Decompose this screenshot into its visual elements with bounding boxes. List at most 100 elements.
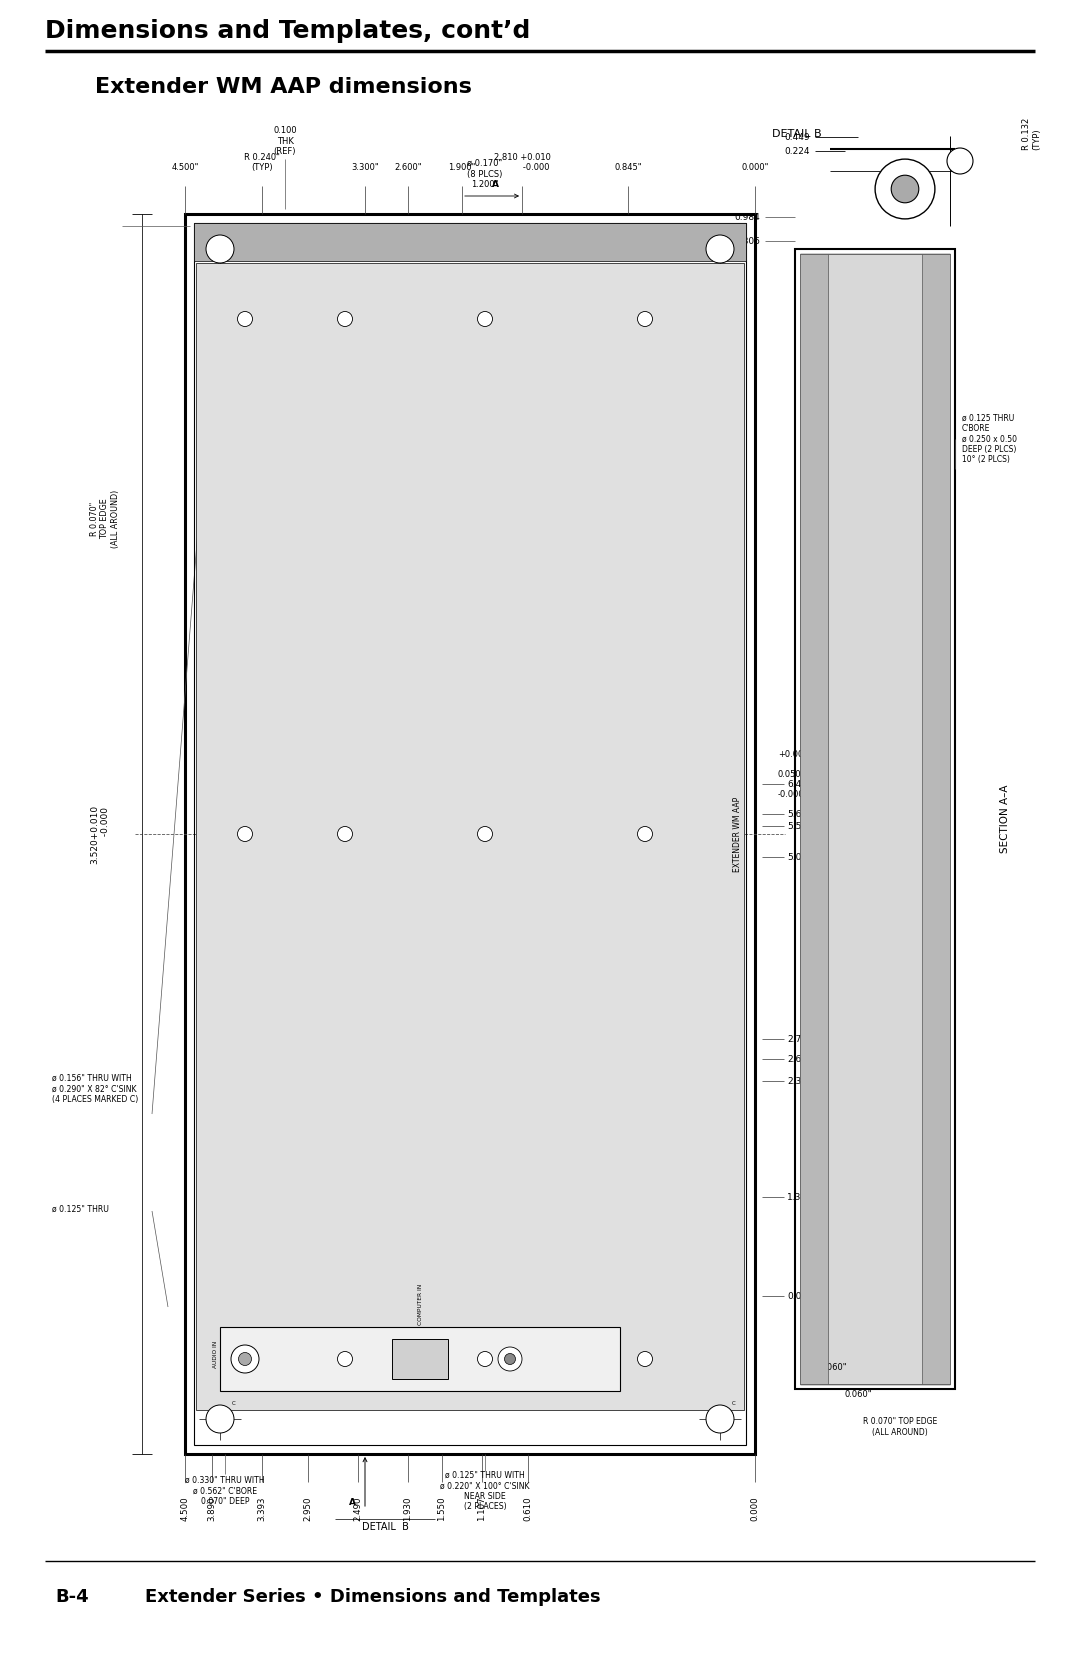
- Bar: [795, 249, 955, 1389]
- Text: R 0.070" TOP EDGE
(ALL AROUND): R 0.070" TOP EDGE (ALL AROUND): [863, 1417, 937, 1437]
- Circle shape: [477, 1352, 492, 1367]
- Text: 5.650: 5.650: [787, 809, 813, 818]
- Text: EXTENDER WM AAP: EXTENDER WM AAP: [733, 796, 743, 871]
- Circle shape: [238, 1352, 253, 1367]
- Text: C: C: [717, 1415, 724, 1424]
- Circle shape: [337, 312, 352, 327]
- Text: 2.490: 2.490: [353, 1495, 363, 1520]
- Text: 0.984: 0.984: [734, 212, 760, 222]
- Circle shape: [707, 235, 733, 262]
- Text: 3.300": 3.300": [351, 164, 379, 172]
- Text: 5.520: 5.520: [787, 821, 813, 831]
- Text: +: +: [449, 1352, 461, 1365]
- Text: C: C: [232, 1400, 235, 1405]
- Text: 2.390: 2.390: [787, 1077, 813, 1085]
- Text: Extender WM AAP dimensions: Extender WM AAP dimensions: [95, 77, 472, 97]
- Text: 0.806: 0.806: [734, 237, 760, 245]
- Text: 5.013: 5.013: [787, 853, 813, 861]
- Text: 2.780: 2.780: [787, 1035, 813, 1043]
- Text: 0.000: 0.000: [751, 1495, 759, 1520]
- Circle shape: [477, 312, 492, 327]
- Text: R 0.070"
TOP EDGE
(ALL AROUND): R 0.070" TOP EDGE (ALL AROUND): [90, 491, 120, 547]
- Text: 1.550: 1.550: [437, 1495, 446, 1520]
- Bar: [922, 254, 950, 1384]
- Circle shape: [637, 1352, 652, 1367]
- Circle shape: [206, 1405, 234, 1434]
- Text: B-4: B-4: [55, 1587, 89, 1606]
- Circle shape: [706, 1405, 734, 1434]
- Text: 0.610: 0.610: [524, 1495, 532, 1520]
- Text: R 0.240"
(TYP): R 0.240" (TYP): [244, 152, 280, 172]
- Circle shape: [504, 1354, 515, 1365]
- Text: 0.449: 0.449: [784, 132, 810, 142]
- Text: 1.388: 1.388: [787, 1192, 813, 1202]
- Bar: [800, 254, 950, 1384]
- Bar: [195, 264, 744, 1410]
- Circle shape: [238, 826, 253, 841]
- Text: C: C: [217, 244, 224, 254]
- Circle shape: [231, 1345, 259, 1374]
- Text: ø 0.330" THRU WITH
ø 0.562" C'BORE
0.070" DEEP: ø 0.330" THRU WITH ø 0.562" C'BORE 0.070…: [185, 1475, 265, 1505]
- Bar: [220, 1327, 620, 1390]
- Circle shape: [238, 312, 253, 327]
- Text: C: C: [232, 230, 235, 235]
- Text: ø 0.125" THRU WITH
ø 0.220" X 100° C'SINK
NEAR SIDE
(2 PLACES): ø 0.125" THRU WITH ø 0.220" X 100° C'SIN…: [441, 1470, 530, 1510]
- Text: COMPUTER IN: COMPUTER IN: [418, 1283, 422, 1325]
- Bar: [194, 224, 746, 1445]
- Text: ø 0.125 THRU
C'BORE
ø 0.250 x 0.50
DEEP (2 PLCS)
10° (2 PLCS): ø 0.125 THRU C'BORE ø 0.250 x 0.50 DEEP …: [962, 414, 1017, 464]
- Text: C: C: [717, 244, 724, 254]
- Text: Extron: Extron: [561, 1352, 609, 1365]
- Bar: [185, 214, 755, 1454]
- Bar: [392, 1339, 448, 1379]
- Circle shape: [207, 235, 233, 262]
- Text: 2.810 +0.010
           -0.000: 2.810 +0.010 -0.000: [494, 152, 551, 172]
- Bar: [194, 224, 746, 260]
- Text: A: A: [349, 1499, 355, 1507]
- Circle shape: [337, 1352, 352, 1367]
- Text: Extender Series • Dimensions and Templates: Extender Series • Dimensions and Templat…: [145, 1587, 600, 1606]
- Text: 0.050: 0.050: [778, 769, 801, 778]
- Text: Dimensions and Templates, cont’d: Dimensions and Templates, cont’d: [45, 18, 530, 43]
- Text: 6.400: 6.400: [787, 779, 813, 788]
- Circle shape: [891, 175, 919, 204]
- Text: 0.100
THK
(REF): 0.100 THK (REF): [273, 127, 297, 155]
- Text: 3.890: 3.890: [207, 1495, 216, 1520]
- Text: SECTION A–A: SECTION A–A: [1000, 784, 1010, 853]
- Circle shape: [498, 1347, 522, 1370]
- Circle shape: [875, 159, 935, 219]
- Text: 2.600": 2.600": [394, 164, 422, 172]
- Text: 0.000: 0.000: [787, 1292, 813, 1300]
- Text: 2.650: 2.650: [787, 1055, 813, 1063]
- Circle shape: [207, 1405, 233, 1432]
- Text: 0.224: 0.224: [784, 147, 810, 155]
- Text: DETAIL  B: DETAIL B: [362, 1522, 408, 1532]
- Text: AUDIO IN: AUDIO IN: [213, 1340, 217, 1367]
- Text: ø 0.170"
(8 PLCS)
1.200": ø 0.170" (8 PLCS) 1.200": [468, 159, 502, 189]
- Text: C: C: [732, 230, 735, 235]
- Circle shape: [637, 312, 652, 327]
- Bar: [800, 254, 828, 1384]
- Text: 0.845": 0.845": [615, 164, 642, 172]
- Text: 4.500: 4.500: [180, 1495, 189, 1520]
- Text: 3.393: 3.393: [257, 1495, 267, 1520]
- Text: 1.107: 1.107: [477, 1495, 486, 1520]
- Text: 0.060": 0.060": [845, 1390, 873, 1399]
- Text: 0.000": 0.000": [741, 164, 769, 172]
- Circle shape: [706, 235, 734, 264]
- Text: C: C: [732, 1400, 735, 1405]
- Circle shape: [477, 826, 492, 841]
- Circle shape: [707, 1405, 733, 1432]
- Text: 4.500": 4.500": [172, 164, 199, 172]
- Text: ø 0.125" THRU: ø 0.125" THRU: [52, 1205, 109, 1213]
- Circle shape: [337, 826, 352, 841]
- Text: ø 0.156" THRU WITH
ø 0.290" X 82° C'SINK
(4 PLACES MARKED C): ø 0.156" THRU WITH ø 0.290" X 82° C'SINK…: [52, 1075, 138, 1103]
- Text: 2.950: 2.950: [303, 1495, 312, 1520]
- Text: 1.900": 1.900": [448, 164, 475, 172]
- Circle shape: [637, 826, 652, 841]
- Text: A: A: [491, 180, 499, 189]
- Text: C: C: [217, 1415, 224, 1424]
- Text: DETAIL B: DETAIL B: [772, 129, 822, 139]
- Circle shape: [206, 235, 234, 264]
- Text: -0.000: -0.000: [778, 789, 805, 798]
- Text: R 0.132
(TYP): R 0.132 (TYP): [1022, 118, 1041, 150]
